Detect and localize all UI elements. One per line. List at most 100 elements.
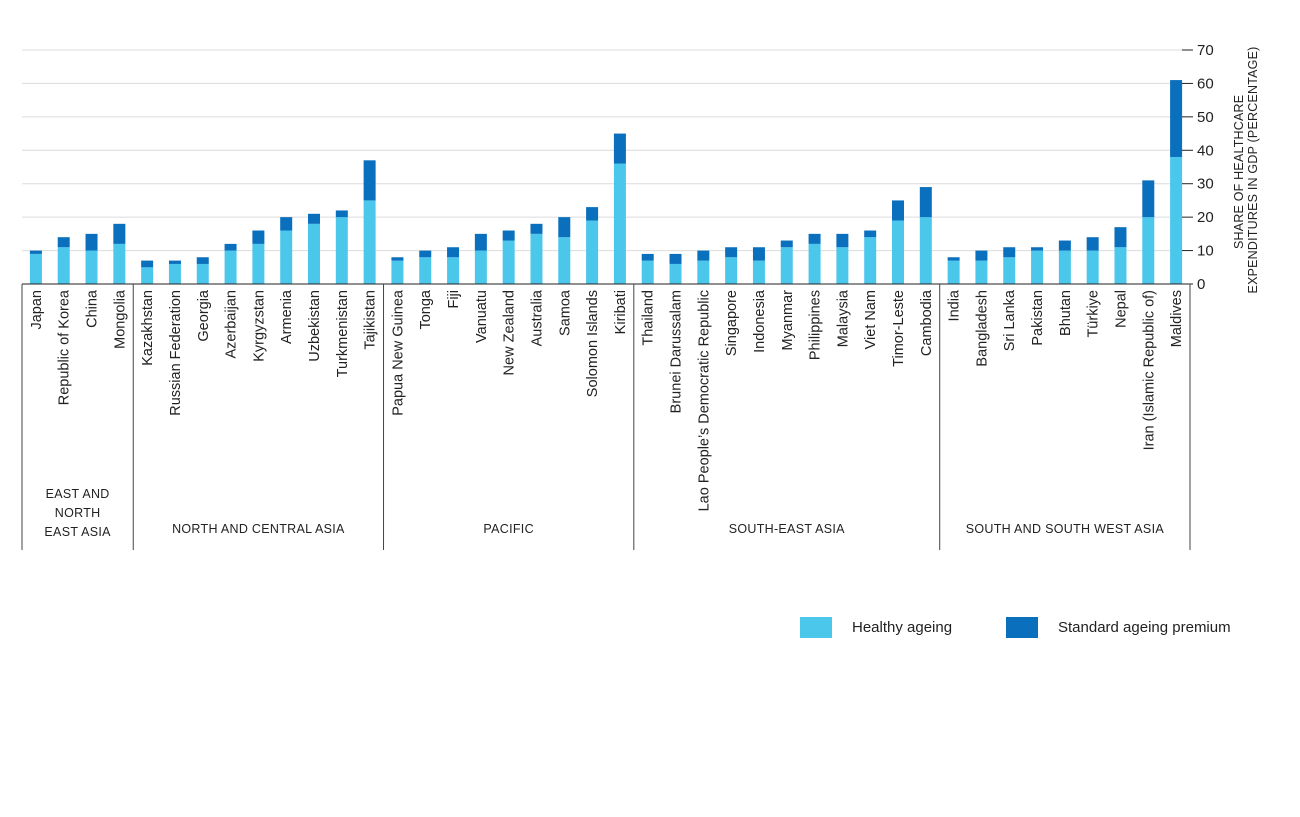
bar-healthy-ageing: [697, 260, 710, 284]
bar-standard-ageing-premium: [474, 233, 487, 251]
category-label: Tonga: [418, 289, 434, 329]
category-label: Australia: [529, 289, 545, 346]
bar-healthy-ageing: [836, 247, 849, 284]
y-tick-label: 70: [1197, 42, 1214, 59]
category-label: Indonesia: [752, 289, 768, 353]
bar-healthy-ageing: [335, 217, 348, 284]
bar-standard-ageing-premium: [641, 253, 654, 261]
bar-healthy-ageing: [1031, 250, 1044, 284]
category-label: Singapore: [724, 290, 740, 356]
bar-standard-ageing-premium: [1003, 247, 1016, 258]
category-label: Sri Lanka: [1002, 289, 1018, 351]
category-label: Kazakhstan: [140, 290, 156, 366]
category-label: Uzbekistan: [307, 290, 323, 362]
bar-healthy-ageing: [113, 243, 126, 284]
bar-healthy-ageing: [641, 260, 654, 284]
category-labels: Japan Republic of Korea China Mongolia Kazak…: [29, 289, 1185, 511]
category-label: Malaysia: [835, 289, 851, 347]
bar-healthy-ageing: [447, 257, 460, 284]
group-label: SOUTH-EAST ASIA: [729, 522, 845, 536]
category-label: Russian Federation: [168, 290, 184, 416]
category-label: Maldives: [1169, 290, 1185, 347]
group-labels: EAST AND NORTH EAST ASIA NORTH AND CENTRAL …: [44, 487, 1164, 539]
y-tick-label: 50: [1197, 109, 1214, 126]
bar-standard-ageing-premium: [1114, 227, 1127, 248]
category-label: Samoa: [557, 289, 573, 336]
y-axis-title: SHARE OF HEALTHCARE EXPENDITURES IN GDP …: [1232, 47, 1260, 294]
bar-standard-ageing-premium: [447, 247, 460, 258]
y-tick-label: 0: [1197, 276, 1205, 293]
bar-healthy-ageing: [1142, 217, 1155, 284]
y-tick-label: 40: [1197, 142, 1214, 159]
legend-swatch-healthy-ageing: [800, 617, 832, 638]
bar-standard-ageing-premium: [252, 230, 265, 244]
bar-healthy-ageing: [57, 247, 70, 284]
bar-standard-ageing-premium: [29, 250, 42, 254]
bar-healthy-ageing: [252, 243, 265, 284]
bar-standard-ageing-premium: [836, 233, 849, 248]
category-label: Türkiye: [1086, 290, 1102, 338]
bar-healthy-ageing: [586, 220, 599, 284]
category-label: India: [947, 289, 963, 321]
bar-healthy-ageing: [892, 220, 904, 284]
bar-healthy-ageing: [947, 260, 960, 284]
y-tick-label: 30: [1197, 176, 1214, 193]
bar-healthy-ageing: [419, 257, 432, 284]
bar-standard-ageing-premium: [864, 230, 877, 238]
bar-standard-ageing-premium: [168, 260, 181, 264]
bar-standard-ageing-premium: [558, 217, 571, 238]
y-tick-label: 60: [1197, 75, 1214, 92]
category-label: Fiji: [446, 290, 462, 309]
bar-healthy-ageing: [752, 260, 765, 284]
bar-standard-ageing-premium: [725, 247, 738, 258]
category-label: China: [85, 289, 101, 328]
bar-healthy-ageing: [558, 237, 571, 284]
bar-healthy-ageing: [864, 237, 877, 284]
bar-standard-ageing-premium: [1142, 180, 1155, 218]
category-label: Armenia: [279, 289, 295, 344]
bar-healthy-ageing: [808, 243, 821, 284]
bar-healthy-ageing: [308, 223, 320, 284]
bar-standard-ageing-premium: [613, 133, 626, 164]
bar-standard-ageing-premium: [697, 250, 710, 261]
legend-item-standard-ageing-premium: Standard ageing premium: [1006, 617, 1231, 638]
bar-healthy-ageing: [29, 253, 42, 284]
bar-healthy-ageing: [1170, 156, 1183, 284]
bar-standard-ageing-premium: [669, 253, 682, 264]
bar-standard-ageing-premium: [196, 257, 209, 264]
bar-healthy-ageing: [613, 163, 626, 284]
bar-healthy-ageing: [280, 230, 293, 284]
bar-healthy-ageing: [391, 260, 404, 284]
bar-standard-ageing-premium: [335, 210, 348, 218]
category-label: Timor-Leste: [891, 290, 907, 367]
bar-standard-ageing-premium: [1058, 240, 1071, 251]
bar-healthy-ageing: [1003, 257, 1016, 284]
bar-standard-ageing-premium: [141, 260, 154, 268]
category-label: Lao People’s Democratic Republic: [696, 290, 712, 511]
category-label: Myanmar: [780, 290, 796, 351]
bar-standard-ageing-premium: [224, 243, 237, 251]
y-axis-title-line-2: EXPENDITURES IN GDP (PERCENTAGE): [1246, 47, 1260, 294]
category-label: Papua New Guinea: [390, 289, 406, 416]
group-label: SOUTH AND SOUTH WEST ASIA: [966, 522, 1165, 536]
y-tick-label: 20: [1197, 209, 1214, 226]
group-label: PACIFIC: [483, 522, 533, 536]
category-label: Viet Nam: [863, 290, 879, 349]
bar-standard-ageing-premium: [1086, 237, 1099, 251]
category-label: Cambodia: [919, 289, 935, 356]
bar-healthy-ageing: [168, 263, 181, 284]
bar-healthy-ageing: [1058, 250, 1071, 284]
category-frame: [21, 283, 1191, 550]
bar-healthy-ageing: [725, 257, 738, 284]
bar-standard-ageing-premium: [113, 223, 126, 244]
legend-label-standard-ageing-premium: Standard ageing premium: [1058, 619, 1231, 636]
category-label: Tajikistan: [363, 290, 379, 350]
bar-standard-ageing-premium: [1170, 80, 1183, 157]
y-axis-title-line-1: SHARE OF HEALTHCARE: [1232, 95, 1246, 249]
category-label: Philippines: [808, 290, 824, 360]
y-tick-label: 10: [1197, 243, 1214, 260]
bar-healthy-ageing: [975, 260, 988, 284]
bar-healthy-ageing: [919, 217, 932, 284]
bar-healthy-ageing: [85, 250, 98, 284]
bar-standard-ageing-premium: [391, 257, 404, 261]
